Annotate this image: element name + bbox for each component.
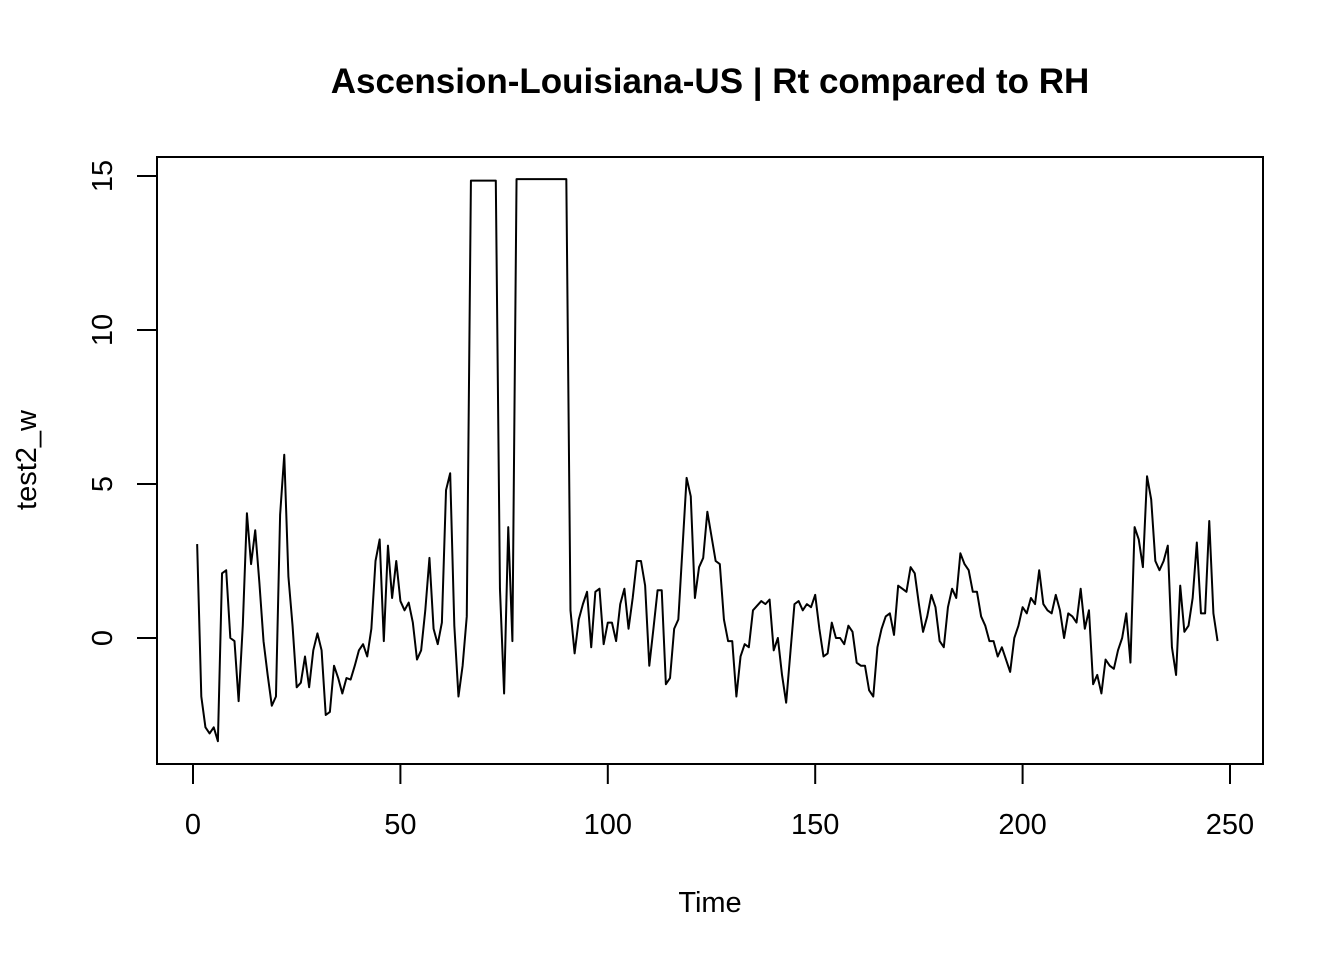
y-axis-label: test2_w [11, 409, 43, 510]
chart-title: Ascension-Louisiana-US | Rt compared to … [331, 62, 1090, 101]
x-tick-label: 100 [584, 809, 632, 841]
x-tick-label: 0 [185, 809, 201, 841]
y-tick-label: 5 [87, 476, 119, 492]
x-axis-label: Time [678, 887, 741, 919]
x-tick-label: 50 [384, 809, 416, 841]
x-tick-label: 150 [791, 809, 839, 841]
y-tick-label: 15 [87, 160, 119, 192]
x-axis: 0 50 100 150 200 250 [185, 763, 1254, 841]
series-layer [196, 178, 1219, 743]
y-axis: 0 5 10 15 [87, 160, 158, 646]
y-tick-label: 10 [87, 314, 119, 346]
x-tick-label: 250 [1206, 809, 1254, 841]
y-tick-label: 0 [87, 630, 119, 646]
series-line-0 [196, 178, 1219, 743]
x-tick-label: 200 [998, 809, 1046, 841]
